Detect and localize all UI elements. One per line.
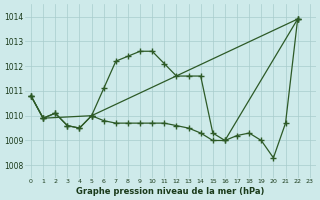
X-axis label: Graphe pression niveau de la mer (hPa): Graphe pression niveau de la mer (hPa) bbox=[76, 187, 265, 196]
